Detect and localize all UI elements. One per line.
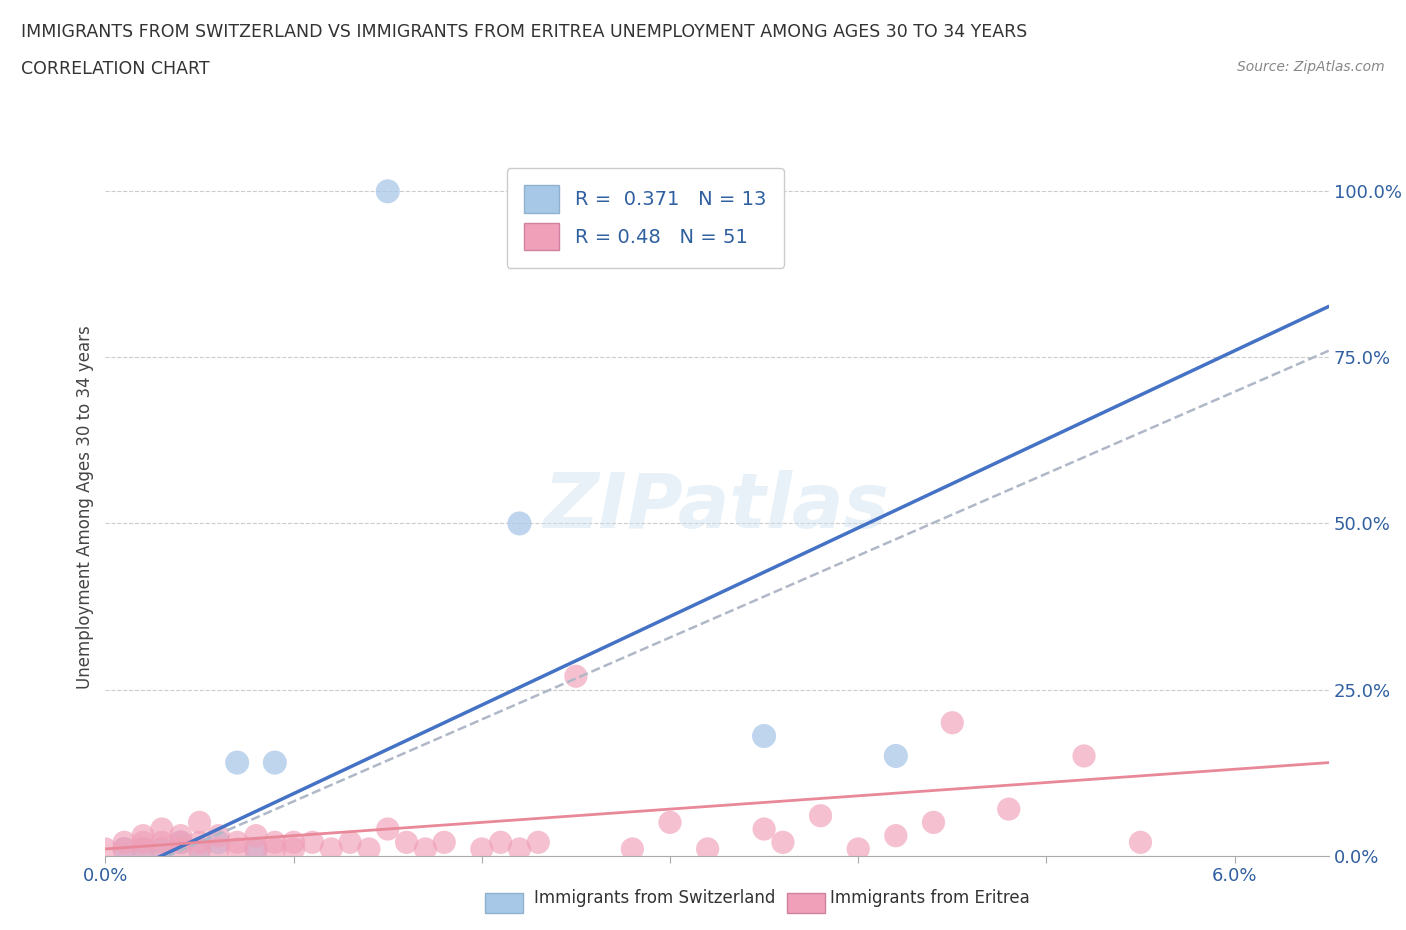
Point (659, 815, 682, 830)
Point (433, 835, 456, 850)
Point (471, 842, 494, 857)
Point (527, 835, 550, 850)
Text: ZIPatlas: ZIPatlas (544, 470, 890, 544)
Point (132, 842, 155, 857)
Point (489, 835, 512, 850)
Point (226, 755, 249, 770)
Y-axis label: Unemployment Among Ages 30 to 34 years: Unemployment Among Ages 30 to 34 years (76, 325, 94, 689)
Text: Immigrants from Eritrea: Immigrants from Eritrea (830, 889, 1029, 907)
Point (150, 842, 173, 857)
Point (922, 815, 945, 830)
Text: IMMIGRANTS FROM SWITZERLAND VS IMMIGRANTS FROM ERITREA UNEMPLOYMENT AMONG AGES 3: IMMIGRANTS FROM SWITZERLAND VS IMMIGRANT… (21, 23, 1028, 41)
Point (621, 842, 644, 857)
Point (188, 835, 211, 850)
Point (188, 815, 211, 830)
Point (752, 821, 775, 836)
Point (112, 835, 135, 850)
Point (207, 829, 229, 844)
Point (339, 835, 361, 850)
Point (226, 842, 249, 857)
Point (395, 835, 418, 850)
Text: CORRELATION CHART: CORRELATION CHART (21, 60, 209, 78)
Point (377, 184, 399, 199)
Point (1073, 749, 1095, 764)
Point (170, 829, 193, 844)
Point (150, 821, 173, 836)
Point (132, 835, 155, 850)
Point (245, 842, 267, 857)
Point (263, 842, 285, 857)
Point (188, 842, 211, 857)
Point (565, 669, 588, 684)
Point (170, 835, 193, 850)
Point (884, 829, 907, 844)
Point (772, 835, 794, 850)
Point (283, 835, 305, 850)
Point (696, 842, 718, 857)
Text: Immigrants from Switzerland: Immigrants from Switzerland (534, 889, 776, 907)
Legend: R =  0.371   N = 13, R = 0.48   N = 51: R = 0.371 N = 13, R = 0.48 N = 51 (506, 167, 783, 268)
Point (245, 829, 267, 844)
Point (132, 842, 155, 857)
Point (112, 842, 135, 857)
Point (810, 808, 832, 823)
Point (207, 842, 229, 857)
Point (508, 842, 530, 857)
Point (283, 842, 305, 857)
Text: Source: ZipAtlas.com: Source: ZipAtlas.com (1237, 60, 1385, 74)
Point (846, 842, 869, 857)
Point (263, 755, 285, 770)
Point (884, 749, 907, 764)
Point (941, 715, 963, 730)
Point (170, 835, 193, 850)
Point (150, 842, 173, 857)
Point (377, 821, 399, 836)
Point (415, 842, 437, 857)
Point (263, 835, 285, 850)
Point (357, 842, 380, 857)
Point (170, 842, 193, 857)
Point (132, 829, 155, 844)
Point (188, 842, 211, 857)
Point (301, 835, 323, 850)
Point (150, 835, 173, 850)
Point (321, 842, 343, 857)
Point (112, 842, 135, 857)
Point (245, 842, 267, 857)
Point (752, 728, 775, 743)
Point (226, 835, 249, 850)
Point (508, 516, 530, 531)
Point (1129, 835, 1152, 850)
Point (94, 842, 117, 857)
Point (997, 802, 1019, 817)
Point (207, 835, 229, 850)
